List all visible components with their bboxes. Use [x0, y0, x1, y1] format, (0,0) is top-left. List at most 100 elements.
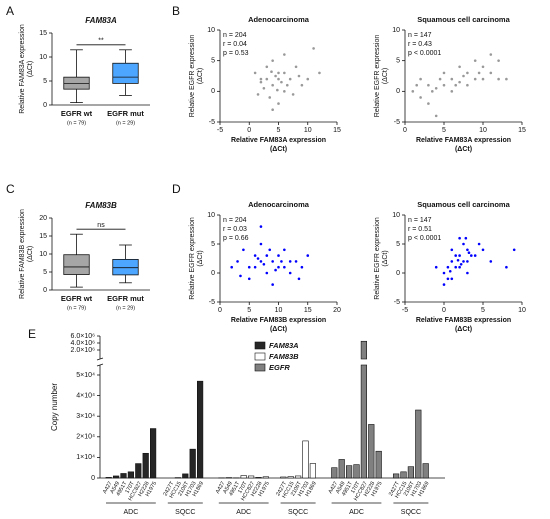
x-tick-label: 5 — [277, 127, 281, 134]
bar — [331, 467, 338, 479]
x-axis-label: (ΔCt) — [455, 146, 472, 153]
point — [481, 248, 485, 252]
x-tick-label: 10 — [518, 307, 526, 314]
x-tick-label: A427 — [328, 481, 340, 495]
y-axis-label: (ΔCt) — [382, 68, 389, 84]
y-tick-label: 10 — [207, 212, 215, 219]
point — [256, 257, 260, 260]
y-axis-label: Relative EGFR expression — [374, 217, 381, 300]
point — [442, 83, 446, 87]
annotation: n = 147 — [408, 217, 432, 224]
x-tick-label: 10 — [304, 127, 312, 134]
annotation: p < 0.0001 — [408, 235, 441, 242]
point — [274, 74, 277, 78]
point — [462, 260, 465, 263]
point — [236, 260, 239, 263]
point — [446, 265, 450, 269]
point — [489, 260, 493, 263]
x-tick-label: 5 — [247, 307, 251, 314]
legend-label: EGFR — [269, 363, 290, 372]
x-tick-label: EGFR mut — [107, 294, 144, 303]
n-label: (n = 79) — [67, 120, 86, 126]
point — [270, 70, 273, 74]
point — [277, 77, 280, 81]
axis-break — [96, 357, 104, 361]
box — [112, 258, 139, 276]
x-tick-label: EGFR wt — [61, 109, 93, 118]
group-label: ADC — [124, 509, 139, 516]
point — [297, 277, 301, 281]
point — [283, 265, 286, 269]
bar — [407, 466, 415, 479]
point — [466, 83, 469, 87]
x-axis-label: Relative FAM83A expression — [231, 137, 326, 144]
point — [450, 90, 454, 93]
x-tick-label: 170T — [124, 480, 136, 494]
point — [464, 236, 468, 240]
y-tick-label: 10 — [39, 251, 47, 258]
y-axis-label: Copy number — [50, 383, 59, 431]
x-axis-label: Relative FAM83B expression — [416, 317, 511, 324]
point — [277, 71, 280, 75]
x-tick-label: 5 — [481, 307, 485, 314]
annotation: n = 147 — [408, 32, 432, 39]
y-tick-label: 5 — [396, 241, 400, 248]
panel-label: E — [28, 327, 36, 341]
point — [505, 77, 508, 81]
x-tick-label: 15 — [304, 307, 312, 314]
bar — [287, 476, 294, 479]
point — [253, 254, 257, 257]
point — [274, 268, 277, 272]
y-axis-label: Relative EGFR expression — [374, 35, 381, 118]
y-tick-label: 15 — [39, 30, 47, 37]
y-tick-label: -5 — [209, 119, 215, 126]
bar — [248, 475, 255, 479]
y-tick-label: -5 — [209, 299, 215, 306]
point — [415, 83, 419, 87]
point — [300, 83, 304, 87]
bar — [302, 440, 309, 479]
point — [458, 80, 461, 84]
annotation: r = 0.03 — [223, 226, 247, 233]
point — [242, 248, 245, 252]
point — [271, 83, 274, 87]
point — [288, 271, 292, 275]
y-axis-label: (ΔCt) — [197, 68, 204, 84]
y-tick-label: 0 — [396, 270, 400, 277]
annotation: p < 0.0001 — [408, 50, 441, 57]
point — [277, 265, 280, 269]
point — [300, 265, 304, 269]
annotation: n = 204 — [223, 32, 247, 39]
point — [259, 242, 263, 246]
point — [265, 254, 269, 257]
point — [450, 77, 454, 81]
bar — [240, 475, 247, 479]
annotation: r = 0.51 — [408, 226, 432, 233]
point — [312, 47, 315, 50]
panel-label: B — [172, 4, 180, 18]
point — [446, 277, 450, 281]
chart-title: Adenocarcinoma — [248, 200, 310, 209]
y-tick-label: 0 — [211, 270, 215, 277]
y-tick-label: 0 — [211, 88, 215, 95]
point — [458, 254, 461, 257]
point — [265, 271, 269, 275]
point — [419, 77, 422, 81]
point — [450, 277, 454, 281]
y-tick-label: 4.0×10⁶ — [71, 340, 96, 347]
x-tick-label: 15 — [518, 127, 526, 134]
point — [411, 90, 415, 93]
annotation: p = 0.66 — [223, 235, 249, 242]
point — [434, 265, 438, 269]
point — [294, 260, 298, 263]
point — [427, 83, 430, 87]
y-tick-label: -5 — [394, 299, 400, 306]
point — [306, 77, 310, 81]
point — [454, 265, 458, 269]
x-tick-label: A427 — [215, 481, 227, 495]
point — [505, 265, 508, 269]
bar — [345, 465, 353, 479]
y-tick-label: 5×10⁴ — [76, 372, 95, 379]
y-tick-label: 5 — [43, 78, 47, 85]
